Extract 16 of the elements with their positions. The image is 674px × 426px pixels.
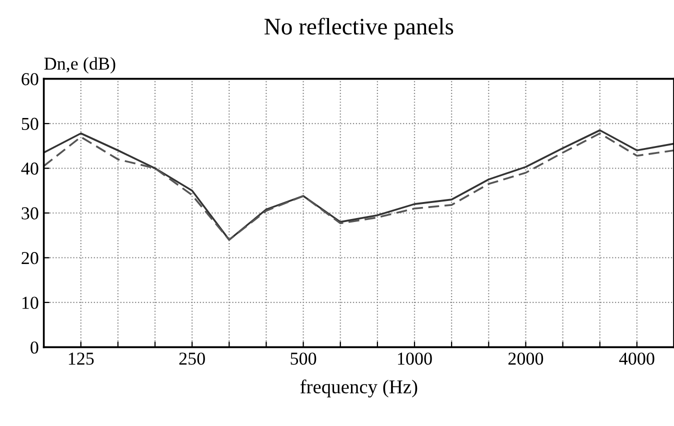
x-axis-title: frequency (Hz) bbox=[300, 380, 418, 398]
x-tick-label: 4000 bbox=[619, 352, 654, 365]
x-tick-label: 250 bbox=[179, 352, 205, 365]
x-tick-label: 2000 bbox=[508, 352, 544, 365]
x-tick-label: 500 bbox=[290, 352, 316, 365]
x-tick-label: 125 bbox=[68, 352, 94, 365]
y-tick-label: 50 bbox=[22, 118, 38, 130]
y-axis-title: Dn,e (dB) bbox=[44, 57, 116, 74]
y-tick-label: 10 bbox=[22, 296, 38, 309]
x-tick-label: 1000 bbox=[398, 352, 432, 365]
y-tick-label: 40 bbox=[21, 162, 38, 175]
chart-title: No reflective panels bbox=[264, 18, 454, 40]
y-tick-label: 30 bbox=[22, 207, 38, 220]
y-tick-label: 0 bbox=[30, 341, 38, 354]
y-tick-label: 20 bbox=[22, 252, 38, 264]
y-tick-label: 60 bbox=[22, 73, 38, 86]
